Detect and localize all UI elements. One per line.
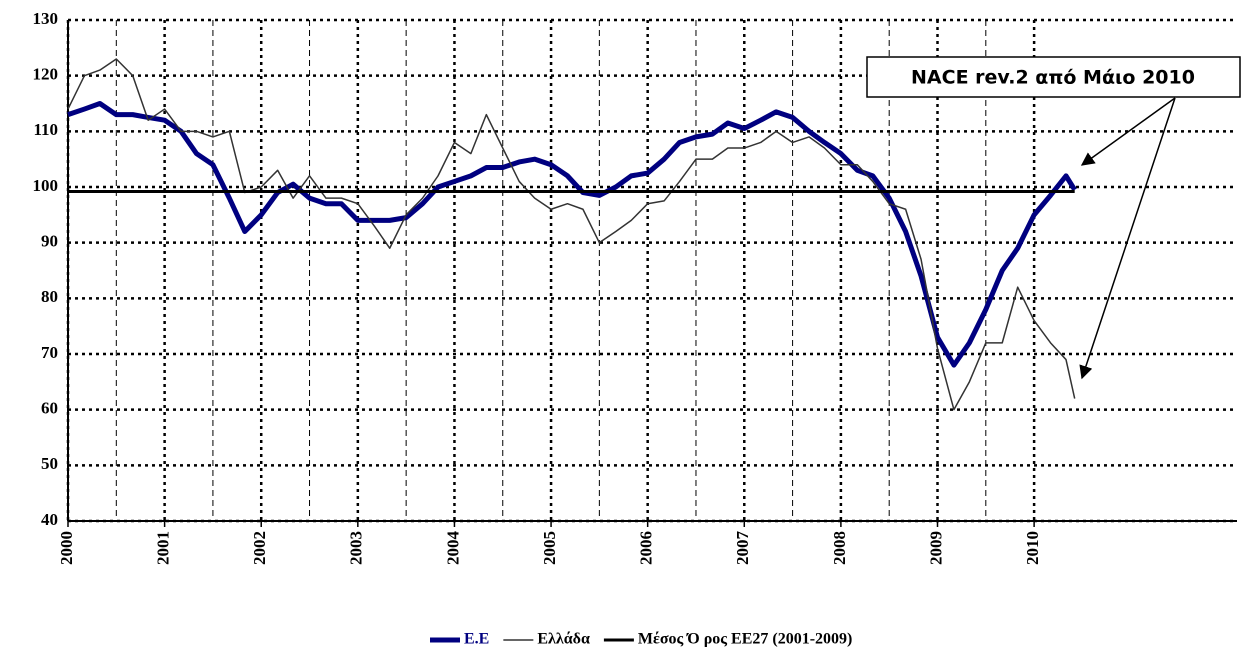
annotation: NACE rev.2 από Μάιο 2010	[911, 67, 1195, 89]
y-tick-label: 40	[41, 510, 58, 529]
x-tick-label: 2004	[443, 531, 462, 566]
y-tick-label: 130	[33, 9, 59, 28]
y-tick-label: 50	[41, 454, 58, 473]
legend-label: Ε.Ε	[464, 631, 489, 648]
legend: Ε.Ε Ελλάδα Μέσος Ό ρος ΕΕ27 (2001-2009)	[430, 631, 852, 648]
y-tick-label: 100	[33, 176, 59, 195]
y-tick-label: 120	[33, 65, 59, 84]
x-tick-label: 2002	[250, 531, 269, 565]
y-tick-label: 90	[41, 232, 58, 251]
x-tick-label: 2010	[1023, 531, 1042, 565]
legend-label: Μέσος Ό ρος ΕΕ27 (2001-2009)	[638, 631, 852, 648]
legend-label: Ελλάδα	[537, 631, 590, 648]
x-tick-label: 2008	[830, 531, 849, 565]
lines	[67, 58, 1077, 411]
x-tick-label: 2000	[57, 531, 76, 565]
x-tick-label: 2001	[154, 531, 173, 565]
annotation-box	[866, 56, 1241, 98]
arrow	[1080, 97, 1176, 166]
x-tick-label: 2007	[733, 531, 752, 566]
grid: 40 50 60 70 80 90 100 110 120 130 2000 2001 2002 2003…	[33, 9, 1237, 566]
y-tick-label: 80	[41, 287, 58, 306]
y-tick-label: 70	[41, 343, 58, 362]
series-line	[67, 101, 1077, 368]
y-tick-label: 110	[33, 120, 58, 139]
x-tick-label: 2006	[637, 531, 656, 565]
x-tick-label: 2009	[926, 531, 945, 565]
series-line	[67, 58, 1076, 411]
arrow	[1079, 97, 1176, 380]
x-tick-label: 2005	[540, 531, 559, 565]
y-tick-label: 60	[41, 399, 58, 418]
x-tick-label: 2003	[347, 531, 366, 565]
